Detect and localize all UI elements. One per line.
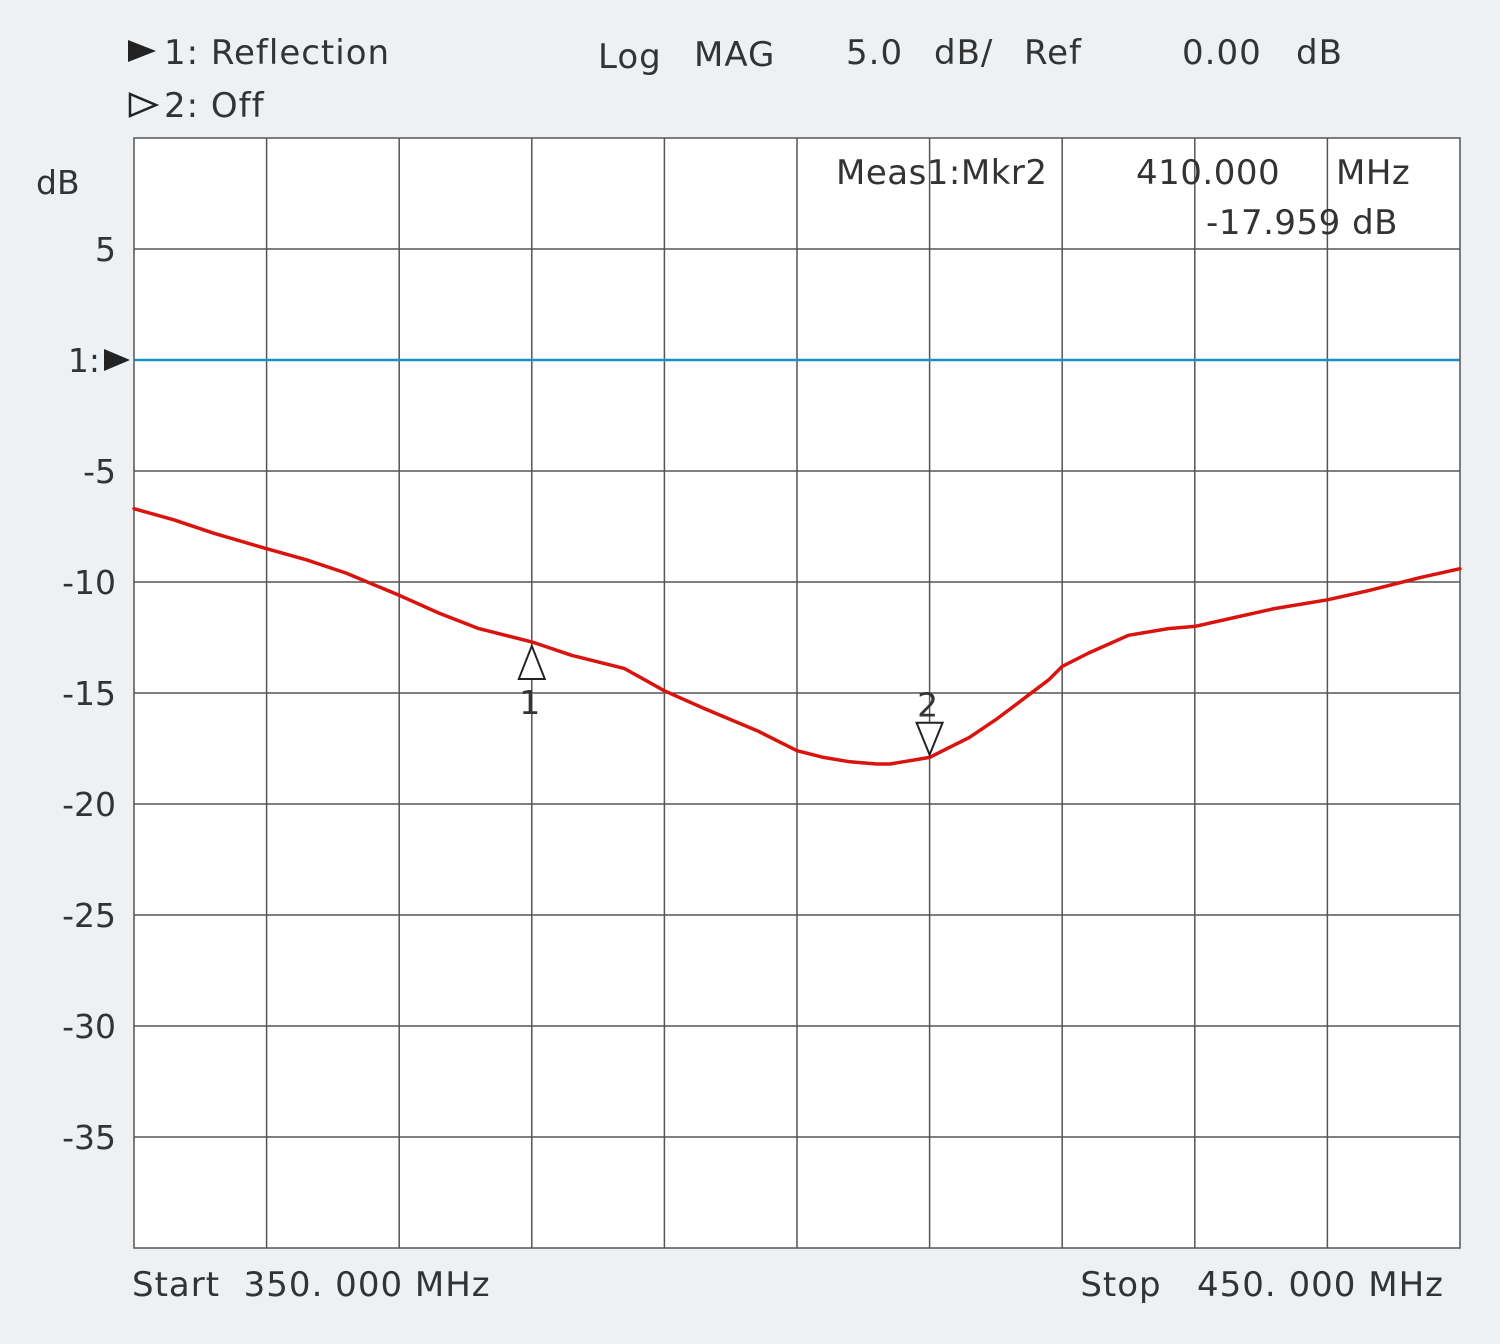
trace-1-line bbox=[132, 506, 1462, 766]
scale-unit: dB/ bbox=[934, 33, 993, 73]
y-tick-label: -15 bbox=[62, 674, 116, 713]
marker-readout-freq-unit: MHz bbox=[1336, 153, 1410, 193]
marker-1-icon[interactable] bbox=[517, 643, 547, 680]
marker-readout-value: -17.959 dB bbox=[1206, 203, 1398, 243]
y-tick-label: -10 bbox=[62, 563, 116, 602]
format-label: Log bbox=[598, 37, 662, 77]
y-tick-label: -25 bbox=[62, 896, 116, 935]
plot-frame bbox=[133, 137, 1461, 1249]
ref-unit: dB bbox=[1296, 33, 1343, 73]
marker-readout-label: Meas1:Mkr2 bbox=[836, 153, 1048, 193]
y-axis-unit: dB bbox=[36, 163, 80, 202]
y-tick-label: 5 bbox=[95, 230, 116, 269]
marker-readout-freq: 410.000 bbox=[1136, 153, 1280, 193]
trace2-inactive-icon bbox=[128, 92, 160, 118]
trace1-label[interactable]: 1: Reflection bbox=[164, 33, 390, 73]
format2-label: MAG bbox=[694, 35, 775, 75]
ref-label: Ref bbox=[1024, 33, 1082, 73]
y-tick-label: -30 bbox=[62, 1007, 116, 1046]
marker-2-label: 2 bbox=[917, 686, 938, 725]
stop-frequency[interactable]: Stop 450. 000 MHz bbox=[1080, 1265, 1444, 1305]
y-tick-label: -20 bbox=[62, 785, 116, 824]
y-tick-label: -35 bbox=[62, 1118, 116, 1157]
ref-value: 0.00 bbox=[1182, 33, 1262, 73]
marker-1-label: 1 bbox=[519, 683, 540, 722]
y-tick-label: -5 bbox=[83, 452, 116, 491]
ref-marker-icon bbox=[104, 349, 130, 371]
ref-marker-label: 1: bbox=[68, 341, 100, 380]
scale-value: 5.0 bbox=[846, 33, 903, 73]
trace2-label[interactable]: 2: Off bbox=[164, 86, 265, 126]
start-frequency[interactable]: Start 350. 000 MHz bbox=[132, 1265, 491, 1305]
trace1-active-icon bbox=[128, 40, 156, 62]
y-axis-ticks: 5 -5 -10 -15 -20 -25 -30 -35 bbox=[62, 230, 116, 1157]
marker-2-icon[interactable] bbox=[915, 721, 945, 758]
